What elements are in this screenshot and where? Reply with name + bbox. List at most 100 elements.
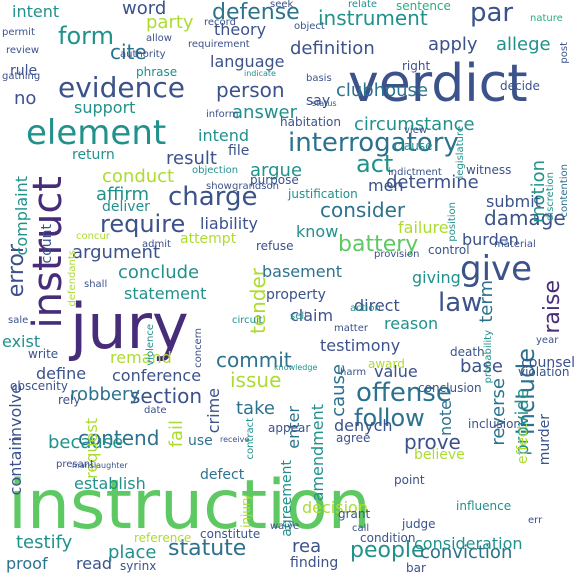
word-rule: rule bbox=[10, 63, 38, 79]
word-proof: proof bbox=[6, 554, 48, 573]
word-deliver: deliver bbox=[102, 199, 150, 215]
word-decide: decide bbox=[500, 79, 540, 93]
word-conference: conference bbox=[112, 366, 202, 385]
word-injury: injury bbox=[239, 494, 253, 528]
word-no: no bbox=[14, 88, 37, 109]
word-inform: inform bbox=[206, 109, 239, 120]
word-harm: harm bbox=[340, 367, 367, 378]
word-inclusion: inclusion bbox=[468, 417, 522, 431]
word-rely: rely bbox=[58, 393, 81, 407]
word-award: award bbox=[368, 357, 405, 371]
word-phrase: phrase bbox=[136, 65, 178, 79]
word-read: read bbox=[76, 554, 113, 573]
word-err: err bbox=[528, 515, 543, 526]
word-material: material bbox=[494, 239, 536, 250]
word-apply: apply bbox=[428, 34, 478, 55]
word-review: review bbox=[6, 45, 40, 56]
word-claim: claim bbox=[290, 306, 334, 325]
word-instruction: instruction bbox=[8, 466, 371, 545]
word-cite: cite bbox=[110, 40, 147, 64]
word-par: par bbox=[470, 0, 514, 28]
word-action: action bbox=[350, 303, 381, 314]
word-submit: submit bbox=[486, 192, 541, 211]
word-gathing: gathing bbox=[2, 71, 41, 82]
word-allege: allege bbox=[496, 34, 551, 55]
word-legislature: legislature bbox=[455, 126, 466, 179]
word-view: view bbox=[404, 125, 428, 136]
word-party: party bbox=[146, 12, 194, 33]
word-sale: sale bbox=[8, 315, 29, 326]
word-rea: rea bbox=[292, 536, 322, 557]
word-permit: permit bbox=[2, 27, 35, 38]
word-contention: contention bbox=[559, 164, 570, 218]
word-testimony: testimony bbox=[320, 336, 401, 355]
word-obscenity: obscenity bbox=[10, 379, 68, 393]
word-syrinx: syrinx bbox=[120, 559, 157, 573]
word-concur: concur bbox=[76, 231, 110, 242]
word-answer: answer bbox=[232, 102, 298, 123]
word-charge: charge bbox=[168, 182, 258, 212]
word-person: person bbox=[216, 78, 285, 102]
word-position: position bbox=[447, 202, 458, 242]
word-term: term bbox=[476, 280, 497, 323]
word-manslaughter: manslaughter bbox=[72, 461, 128, 470]
word-waive: waive bbox=[270, 521, 300, 532]
word-bar: bar bbox=[406, 561, 426, 575]
word-justification: justification bbox=[288, 187, 358, 201]
word-commit: commit bbox=[216, 348, 292, 372]
word-people: people bbox=[350, 538, 425, 563]
word-condition: condition bbox=[360, 531, 416, 545]
word-raise: raise bbox=[540, 280, 565, 334]
word-require: require bbox=[100, 210, 186, 238]
word-show: show bbox=[206, 181, 232, 192]
word-defense: defense bbox=[212, 0, 300, 25]
word-object: object bbox=[294, 21, 325, 32]
word-discretion: discretion bbox=[545, 172, 556, 222]
word-conviction: conviction bbox=[420, 542, 513, 563]
word-because: because bbox=[48, 432, 124, 453]
word-appear: appear bbox=[268, 421, 311, 435]
word-word: word bbox=[122, 0, 167, 19]
word-refuse: refuse bbox=[256, 239, 294, 253]
word-sentence: sentence bbox=[396, 0, 451, 13]
word-matter: matter bbox=[334, 323, 368, 334]
word-exist: exist bbox=[2, 332, 41, 351]
word-statute: statute bbox=[168, 536, 247, 561]
word-verdict: verdict bbox=[348, 54, 528, 114]
word-use: use bbox=[188, 433, 213, 449]
word-allow: allow bbox=[146, 33, 172, 44]
word-seek: seek bbox=[270, 0, 294, 10]
word-argument: argument bbox=[72, 242, 161, 263]
word-take: take bbox=[236, 398, 275, 419]
word-intent: intent bbox=[12, 2, 60, 21]
word-date: date bbox=[144, 405, 167, 416]
word-right: right bbox=[402, 59, 431, 73]
word-intend: intend bbox=[198, 126, 249, 145]
word-clubhouse: clubhouse bbox=[336, 80, 429, 101]
word-definition: definition bbox=[290, 38, 375, 59]
word-failure: failure bbox=[398, 218, 449, 237]
word-record: record bbox=[204, 17, 236, 28]
word-consider: consider bbox=[320, 198, 406, 222]
word-base: base bbox=[460, 356, 503, 377]
word-provision: provision bbox=[374, 249, 420, 260]
word-witness: witness bbox=[466, 163, 512, 177]
word-give: give bbox=[460, 249, 533, 289]
word-define: define bbox=[36, 364, 87, 383]
word-write: write bbox=[28, 347, 59, 361]
word-robbery: robbery bbox=[70, 384, 140, 405]
word-effect: effect bbox=[515, 424, 531, 465]
word-admit: admit bbox=[142, 239, 171, 250]
word-damage: damage bbox=[484, 206, 566, 230]
word-status: status bbox=[312, 99, 337, 108]
word-finding: finding bbox=[290, 555, 339, 571]
word-control: control bbox=[428, 243, 470, 257]
word-probability: probability bbox=[483, 330, 494, 384]
word-element: element bbox=[26, 113, 167, 153]
word-argue: argue bbox=[250, 160, 303, 181]
word-requirement: requirement bbox=[188, 39, 250, 50]
word-men: men bbox=[368, 176, 404, 195]
word-value: value bbox=[374, 362, 418, 381]
word-violation: violation bbox=[518, 365, 570, 379]
